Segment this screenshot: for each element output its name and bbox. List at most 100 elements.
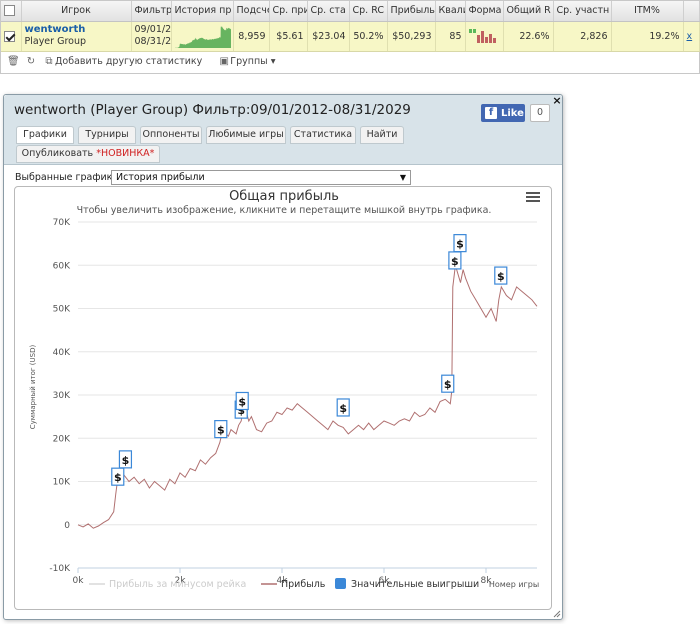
- chevron-down-icon: ▼: [399, 173, 406, 182]
- legend-item-profit[interactable]: Прибыль: [261, 579, 326, 590]
- tab-opponents[interactable]: Оппоненты: [140, 126, 202, 144]
- x-tick-label: 6k: [379, 576, 391, 586]
- dollar-icon: $: [237, 404, 245, 417]
- trash-icon[interactable]: 🗑︎: [7, 56, 20, 67]
- add-stats-button[interactable]: ⧉ Добавить другую статистику: [43, 56, 202, 67]
- x-tick-label: 8k: [481, 576, 493, 586]
- y-tick-label: 50K: [53, 305, 71, 315]
- header-avg-stake[interactable]: Ср. ста: [307, 1, 350, 22]
- add-stats-label: Добавить другую статистику: [55, 56, 203, 67]
- chart-title: Общая прибыль: [229, 189, 339, 204]
- avg-entrants-cell: 2,826: [553, 21, 612, 52]
- legend-item-rake[interactable]: Прибыль за минусом рейка: [89, 579, 246, 590]
- total-roi-cell: 22.6%: [503, 21, 554, 52]
- stats-toolbar: 🗑︎ ↻ ⧉ Добавить другую статистику ▣Группы…: [1, 52, 699, 72]
- tab-find[interactable]: Найти: [360, 126, 404, 144]
- y-tick-label: 10K: [53, 478, 71, 488]
- avg-profit-cell: $5.61: [269, 21, 308, 52]
- player-name-link[interactable]: wentworth: [24, 24, 86, 35]
- header-player[interactable]: Игрок: [21, 1, 132, 22]
- player-cell[interactable]: wentworth Player Group: [21, 21, 132, 52]
- row-checkbox[interactable]: [4, 30, 15, 42]
- tab-charts[interactable]: Графики: [16, 126, 74, 144]
- facebook-icon: f: [485, 107, 497, 119]
- remove-cell[interactable]: x: [683, 21, 700, 52]
- dollar-icon: $: [217, 424, 225, 437]
- tab-publish[interactable]: Опубликовать *НОВИНКА*: [16, 145, 160, 163]
- popup-title: wentworth (Player Group) Фильтр:09/01/20…: [14, 102, 411, 118]
- header-quality[interactable]: Квали: [435, 1, 466, 22]
- big-win-marker[interactable]: $: [214, 420, 228, 439]
- tab-favorite-games[interactable]: Любимые игры: [206, 126, 286, 144]
- chart-type-select-value: История прибыли: [116, 172, 205, 183]
- remove-row-link[interactable]: x: [686, 30, 693, 42]
- header-form[interactable]: Форма: [465, 1, 504, 22]
- row-checkbox-cell[interactable]: [1, 21, 22, 52]
- copy-icon: ⧉: [45, 56, 53, 67]
- menu-icon[interactable]: [526, 192, 540, 202]
- tab-tournaments[interactable]: Турниры: [78, 126, 136, 144]
- header-profit[interactable]: Прибыль: [387, 1, 436, 22]
- dollar-icon: $: [497, 270, 505, 283]
- chart-subtitle: Чтобы увеличить изображение, кликните и …: [77, 205, 492, 216]
- header-avg-profit[interactable]: Ср. при: [269, 1, 308, 22]
- big-win-marker[interactable]: $: [111, 467, 125, 486]
- legend-label-profit: Прибыль: [281, 579, 326, 590]
- profit-cell: $50,293: [387, 21, 436, 52]
- quality-cell: 85: [435, 21, 466, 52]
- header-select-all[interactable]: [1, 1, 22, 22]
- form-cell: [465, 21, 504, 52]
- dollar-icon: $: [339, 402, 347, 415]
- select-all-checkbox[interactable]: [4, 5, 15, 17]
- header-avg-roi[interactable]: Ср. RC: [349, 1, 388, 22]
- profit-sparkline-cell[interactable]: [171, 21, 234, 52]
- chart-type-select[interactable]: История прибыли ▼: [111, 170, 411, 185]
- legend-item-big-wins[interactable]: Значительные выигрыши: [335, 578, 479, 590]
- y-tick-label: 70K: [53, 218, 71, 228]
- chevron-down-icon: ▾: [270, 56, 276, 67]
- big-win-marker[interactable]: $: [494, 266, 508, 285]
- big-win-marker[interactable]: $: [453, 234, 467, 253]
- chart-popup-window: wentworth (Player Group) Фильтр:09/01/20…: [3, 94, 563, 620]
- header-avg-entrants[interactable]: Ср. участн: [553, 1, 612, 22]
- y-tick-label: 20K: [53, 434, 71, 444]
- header-total-roi[interactable]: Общий R: [503, 1, 554, 22]
- header-profit-history[interactable]: История пр: [171, 1, 234, 22]
- resize-grip-icon[interactable]: [553, 610, 561, 618]
- x-tick-label: 4k: [277, 576, 289, 586]
- profit-sparkline[interactable]: [174, 24, 231, 48]
- dollar-icon: $: [451, 255, 459, 268]
- header-filter[interactable]: Фильтр: [131, 1, 172, 22]
- profit-chart[interactable]: -10K 0 10K 20K 30K 40K 50K 60K 70K 0k 2k 4k 6k 8k $ $…: [14, 186, 552, 610]
- facebook-like-count: 0: [530, 104, 550, 122]
- dollar-icon: $: [444, 378, 452, 391]
- tab-statistics[interactable]: Статистика: [290, 126, 356, 144]
- facebook-like-button[interactable]: f Like: [481, 104, 525, 122]
- big-win-marker[interactable]: $: [235, 391, 249, 411]
- header-count[interactable]: Подсче: [233, 1, 270, 22]
- player-group: Player Group: [24, 36, 87, 47]
- dollar-icon: $: [114, 471, 122, 484]
- x-axis-label: Номер игры: [489, 580, 539, 589]
- groups-dropdown[interactable]: ▣Группы ▾: [218, 56, 276, 67]
- avg-roi-cell: 50.2%: [349, 21, 388, 52]
- y-axis-ticks: -10K 0 10K 20K 30K 40K 50K 60K 70K: [49, 218, 71, 574]
- filter-from: 09/01/2: [134, 24, 171, 35]
- refresh-icon[interactable]: ↻: [26, 56, 36, 67]
- header-itm[interactable]: ITM%: [611, 1, 684, 22]
- tab-publish-label: Опубликовать: [21, 148, 94, 159]
- x-tick-label: 2k: [175, 576, 187, 586]
- big-win-marker[interactable]: $: [336, 398, 350, 417]
- table-row[interactable]: wentworth Player Group 09/01/2 08/31/2 8…: [1, 21, 700, 52]
- big-win-marker[interactable]: $: [448, 251, 462, 270]
- form-indicator: [468, 29, 500, 43]
- y-tick-label: 30K: [53, 391, 71, 401]
- filter-cell: 09/01/2 08/31/2: [131, 21, 172, 52]
- close-icon[interactable]: ×: [552, 94, 562, 107]
- dollar-icon: $: [122, 454, 130, 467]
- big-win-marker[interactable]: $: [441, 374, 455, 393]
- stats-table: Игрок Фильтр История пр Подсче Ср. при С…: [1, 1, 700, 52]
- y-tick-label: -10K: [49, 564, 71, 574]
- big-win-marker[interactable]: $: [118, 450, 133, 469]
